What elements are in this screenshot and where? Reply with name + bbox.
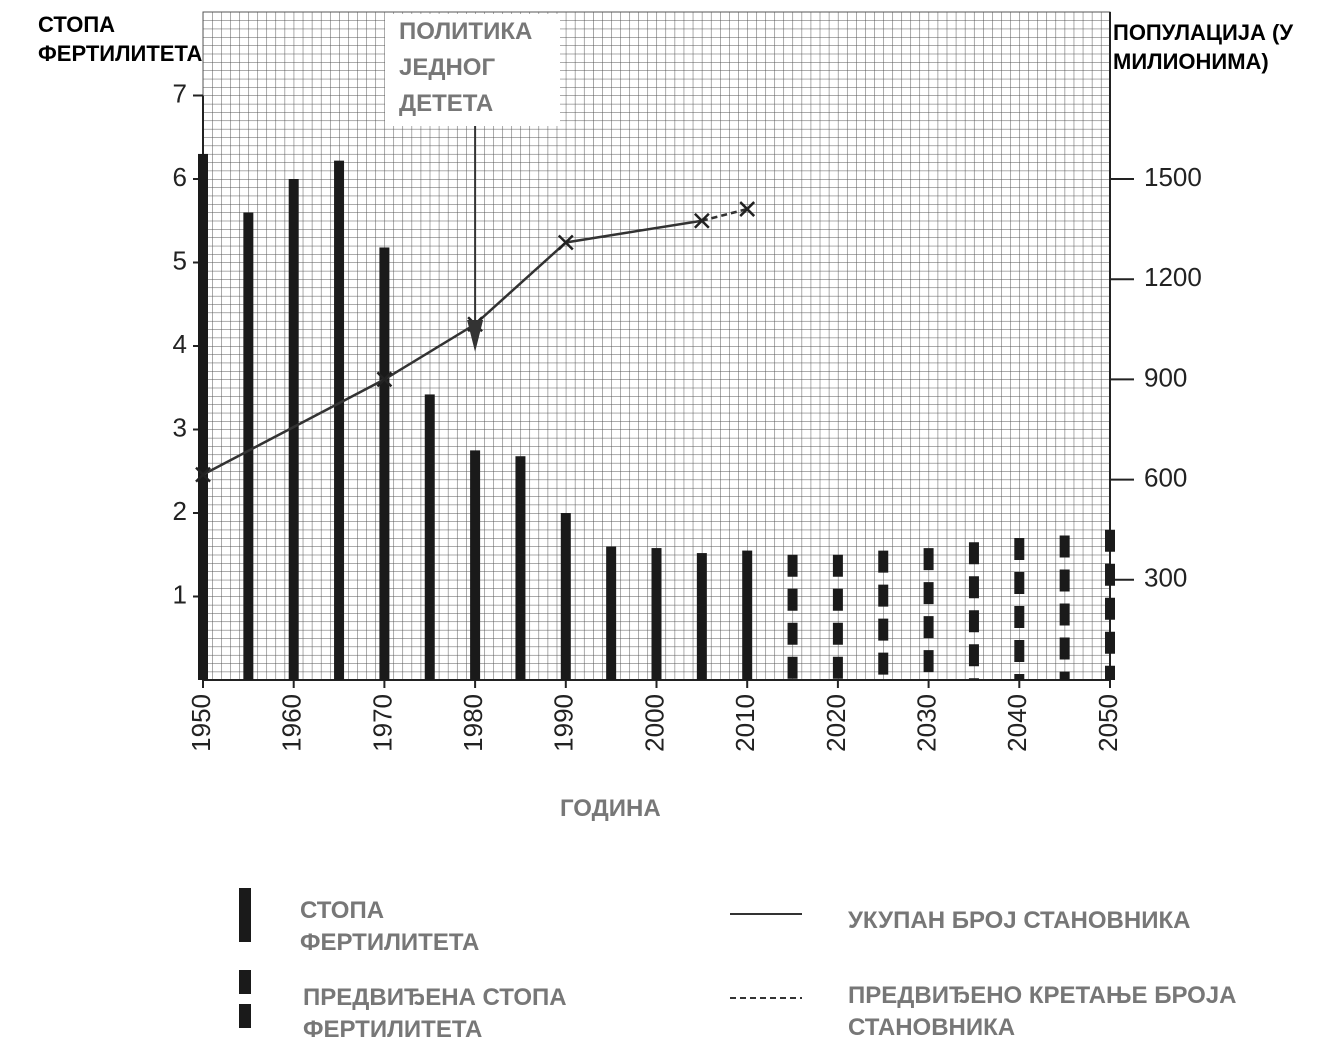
bar [515, 456, 526, 680]
annotation-arrowhead [467, 320, 484, 352]
bar [696, 553, 707, 680]
x-axis-title: ГОДИНА [560, 795, 661, 822]
legend-swatch [239, 888, 251, 942]
y2-tick-label: 900 [1144, 362, 1187, 392]
bar [243, 212, 254, 680]
y-tick-label: 7 [173, 78, 187, 108]
legend-label: СТОПА ФЕРТИЛИТЕТА [300, 897, 480, 956]
y-tick-label: 4 [173, 329, 187, 359]
line-marker [739, 201, 756, 217]
bar [379, 247, 390, 680]
bar [470, 450, 481, 680]
y2-tick-label: 1200 [1144, 262, 1202, 292]
x-tick-label: 2050 [1093, 694, 1123, 752]
bar [606, 546, 617, 680]
projected-line [701, 207, 748, 222]
y-tick-label: 6 [173, 162, 187, 192]
legend-label: ПРЕДВИЂЕНО КРЕТАЊЕ БРОЈА СТАНОВНИКА [848, 982, 1237, 1041]
x-tick-label: 1950 [186, 694, 216, 752]
y2-axis-title: ПОПУЛАЦИЈА (У МИЛИОНИМА) [1113, 20, 1294, 75]
y-tick-label: 3 [173, 412, 187, 442]
bar [560, 513, 571, 680]
y-tick-label: 5 [173, 245, 187, 275]
annotation: ПОЛИТИКА ЈЕДНОГ ДЕТЕТА [385, 14, 560, 126]
bar [334, 160, 345, 680]
line-marker [693, 212, 710, 229]
legend-label: ПРЕДВИЂЕНА СТОПА ФЕРТИЛИТЕТА [303, 984, 567, 1043]
x-tick-label: 2040 [1002, 694, 1032, 752]
x-tick-label: 2030 [911, 694, 941, 752]
legend-label: УКУПАН БРОЈ СТАНОВНИКА [848, 907, 1191, 934]
x-tick-label: 1980 [458, 694, 488, 752]
x-tick-label: 1960 [277, 694, 307, 752]
bar [742, 550, 753, 680]
line-marker [557, 234, 574, 251]
bar [288, 179, 299, 680]
y2-tick-label: 300 [1144, 563, 1187, 593]
x-tick-label: 2020 [821, 694, 851, 752]
y2-tick-label: 600 [1144, 462, 1187, 492]
y-tick-label: 1 [173, 579, 187, 609]
line-marker [195, 466, 211, 483]
x-tick-label: 2000 [639, 694, 669, 752]
line-marker [376, 371, 393, 388]
y-axis-title: СТОПА ФЕРТИЛИТЕТА [38, 12, 203, 67]
y-tick-label: 2 [173, 496, 187, 526]
y2-tick-label: 1500 [1144, 162, 1202, 192]
x-tick-label: 1990 [549, 694, 579, 752]
x-tick-label: 1970 [367, 694, 397, 752]
bar [651, 548, 662, 680]
bar [424, 394, 435, 680]
bar [198, 153, 208, 680]
x-tick-label: 2010 [730, 694, 760, 752]
